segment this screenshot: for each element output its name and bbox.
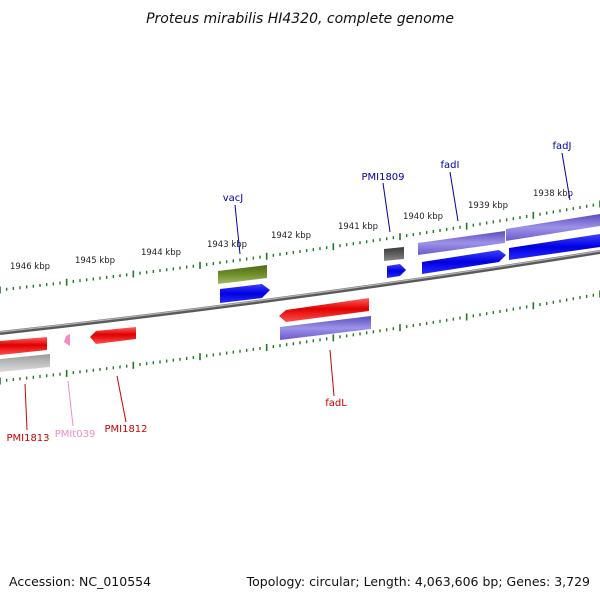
callout-PMI1812 <box>116 375 127 423</box>
gene-label-fadL: fadL <box>325 398 347 409</box>
tick-label-1942: 1942 kbp <box>271 231 311 241</box>
callout-fadL <box>329 349 335 397</box>
genome-summary-text: Topology: circular; Length: 4,063,606 bp… <box>246 574 590 589</box>
gene-PMI1813-gray[interactable] <box>0 354 50 372</box>
callout-PMIt039 <box>67 380 74 427</box>
callout-PMI1813 <box>24 383 28 431</box>
gene-label-fadI: fadI <box>441 160 460 171</box>
gene-fadI[interactable] <box>418 231 505 255</box>
callout-PMI1809 <box>382 182 391 233</box>
gene-PMI1809[interactable] <box>384 247 404 261</box>
callout-vacJ <box>234 204 241 255</box>
tick-label-1944: 1944 kbp <box>141 248 181 258</box>
accession-text: Accession: NC_010554 <box>9 574 151 589</box>
tick-label-1941: 1941 kbp <box>338 222 378 232</box>
gene-vacJ[interactable] <box>218 265 267 284</box>
outer-tick-ring <box>0 200 600 294</box>
map-title: Proteus mirabilis HI4320, complete genom… <box>146 11 454 27</box>
tick-label-1945: 1945 kbp <box>75 256 115 266</box>
gene-fadI-blue[interactable] <box>422 250 506 274</box>
gene-fadL[interactable] <box>280 316 371 340</box>
gene-vacJ-neighbor-blue[interactable] <box>220 284 270 303</box>
gene-fadL-red[interactable] <box>279 298 369 322</box>
gene-PMIt039[interactable] <box>64 334 70 346</box>
inner-tick-ring <box>0 290 600 385</box>
tick-label-1939: 1939 kbp <box>468 201 508 211</box>
gene-fadJ[interactable] <box>506 214 600 241</box>
gene-PMI1813-red[interactable] <box>0 337 47 355</box>
callout-fadI <box>449 171 459 222</box>
gene-label-PMI1813: PMI1813 <box>6 433 49 444</box>
gene-PMI1809-neighbor-blue[interactable] <box>387 264 406 278</box>
gene-label-vacJ: vacJ <box>223 193 244 204</box>
tick-label-1943: 1943 kbp <box>207 240 247 250</box>
gene-label-PMIt039: PMIt039 <box>55 429 96 440</box>
tick-label-1940: 1940 kbp <box>403 212 443 222</box>
callout-fadJ <box>561 152 571 201</box>
genome-backbone <box>0 250 600 335</box>
tick-label-1938: 1938 kbp <box>533 189 573 199</box>
gene-label-fadJ: fadJ <box>553 141 572 152</box>
genome-backbone-highlight <box>0 250 600 333</box>
tick-label-1946: 1946 kbp <box>10 262 50 272</box>
gene-PMI1812[interactable] <box>90 327 136 344</box>
gene-fadJ-blue[interactable] <box>509 234 600 260</box>
gene-label-PMI1809: PMI1809 <box>361 172 404 183</box>
gene-label-PMI1812: PMI1812 <box>104 424 147 435</box>
